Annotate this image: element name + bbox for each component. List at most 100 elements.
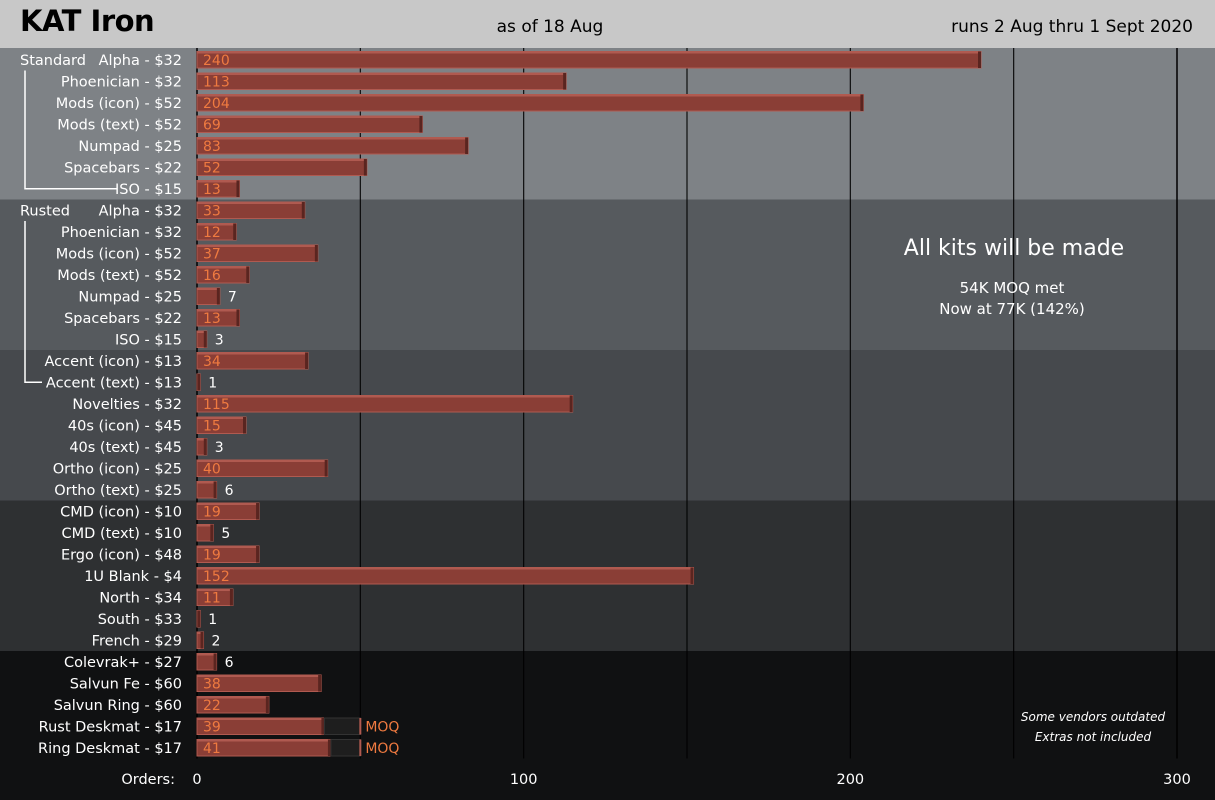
bar-highlight	[197, 524, 214, 527]
bar-highlight	[197, 137, 469, 140]
bar-value-label: 40	[203, 461, 221, 477]
bar-highlight	[197, 180, 240, 183]
bar-value-label: 13	[203, 311, 221, 327]
bar	[196, 137, 469, 155]
bar-value-label: 37	[203, 246, 221, 262]
moq-label: MOQ	[365, 719, 399, 735]
headline-annotation: All kits will be made	[904, 236, 1124, 261]
bar-edge	[569, 395, 573, 412]
x-axis-label: Orders:	[121, 772, 175, 788]
bar-value-label: 6	[225, 483, 234, 499]
category-label: Mods (text) - $52	[57, 268, 182, 284]
category-label: Salvun Ring - $60	[54, 698, 182, 714]
category-label: Numpad - $25	[78, 139, 182, 155]
bar-highlight	[197, 653, 217, 656]
bar-edge	[324, 460, 328, 477]
bar-highlight	[197, 288, 220, 290]
moq-progress-annotation: Now at 77K (142%)	[939, 300, 1085, 318]
bar-edge	[197, 374, 201, 391]
bar-edge	[243, 417, 246, 434]
bar-edge	[229, 589, 233, 606]
bar-value-label: 39	[203, 719, 221, 735]
bar	[196, 395, 574, 413]
category-label: Accent (text) - $13	[46, 375, 182, 391]
bar-edge	[318, 675, 322, 692]
bar-highlight	[197, 94, 864, 97]
category-label: Colevrak+ - $27	[64, 655, 182, 671]
category-label: Phoenician - $32	[61, 225, 182, 241]
bar-value-label: 12	[203, 225, 221, 241]
bar-value-label: 34	[203, 354, 221, 370]
category-label: Phoenician - $32	[61, 74, 182, 90]
bar-edge	[236, 309, 240, 326]
bar-edge	[216, 288, 220, 305]
bar-edge	[203, 331, 207, 348]
bar-highlight	[197, 266, 250, 269]
bar-edge	[563, 73, 567, 90]
category-label: South - $33	[98, 612, 182, 628]
vendors-outdated-note: Some vendors outdated	[1021, 710, 1166, 724]
category-label: Spacebars - $22	[64, 311, 182, 327]
chart-title: KAT Iron	[20, 4, 155, 38]
bar	[196, 287, 221, 305]
group-label-rusted: Rusted	[20, 203, 70, 219]
as-of-date: as of 18 Aug	[496, 17, 604, 37]
bar-highlight	[197, 331, 207, 333]
category-label: North - $34	[99, 590, 182, 606]
bar-highlight	[197, 589, 233, 591]
category-label: Salvun Fe - $60	[70, 676, 182, 692]
background-band	[0, 350, 1215, 501]
bar	[196, 567, 695, 585]
background-bands	[0, 48, 1215, 800]
bar-value-label: 41	[203, 741, 221, 757]
bar-value-label: 1	[208, 612, 217, 628]
bar-value-label: 113	[203, 74, 230, 90]
bar-value-label: 5	[221, 526, 230, 542]
bar-highlight	[197, 718, 325, 720]
bar-edge	[419, 116, 423, 133]
category-label: Accent (icon) - $13	[44, 354, 182, 370]
category-label: 40s (text) - $45	[69, 440, 182, 456]
group-brackets: Standard Rusted	[20, 53, 117, 383]
bar-highlight	[197, 73, 567, 75]
chart-header: KAT Iron as of 18 Aug runs 2 Aug thru 1 …	[0, 0, 1215, 48]
bar-value-label: 3	[215, 440, 224, 456]
standard-bracket	[24, 70, 117, 190]
bar-highlight	[197, 632, 204, 634]
bar	[196, 51, 982, 69]
bar-highlight	[197, 395, 573, 398]
bar-value-label: 16	[203, 268, 221, 284]
bar	[196, 115, 423, 133]
category-label: Mods (icon) - $52	[56, 246, 182, 262]
bar-edge	[327, 739, 331, 756]
bar-value-label: 13	[203, 182, 221, 198]
bar-highlight	[197, 503, 260, 505]
x-tick-label: 100	[510, 772, 538, 788]
bar-highlight	[197, 438, 207, 441]
bar-highlight	[197, 481, 217, 484]
run-dates: runs 2 Aug thru 1 Sept 2020	[951, 17, 1193, 37]
bar-highlight	[197, 567, 694, 570]
bar-edge	[301, 202, 305, 219]
bar-edge	[860, 94, 864, 111]
bar	[196, 158, 368, 176]
bar-edge	[305, 352, 309, 369]
bar-highlight	[197, 223, 237, 226]
bar-value-label: 22	[203, 698, 221, 714]
background-band	[0, 651, 1215, 800]
bar-edge	[203, 438, 207, 455]
value-labels: 2401132046983521333123716713334111515340…	[203, 53, 399, 757]
background-band	[0, 48, 1215, 200]
bar-edge	[236, 180, 240, 197]
bar-edge	[690, 567, 694, 584]
category-label: Mods (icon) - $52	[56, 96, 182, 112]
bar-edge	[978, 51, 981, 68]
bar-value-label: 2	[212, 633, 221, 649]
bar-highlight	[197, 417, 246, 419]
x-axis: Orders: 0 100 200 300	[121, 772, 1191, 788]
category-label: Ergo (icon) - $48	[61, 547, 182, 563]
bar-edge	[210, 524, 214, 541]
bar-value-label: 19	[203, 504, 221, 520]
category-label: Novelties - $32	[72, 397, 182, 413]
